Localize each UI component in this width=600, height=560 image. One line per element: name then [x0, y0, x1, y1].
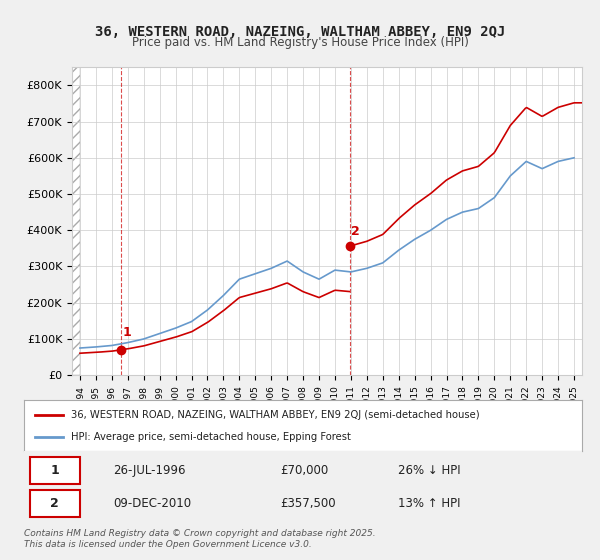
- FancyBboxPatch shape: [29, 458, 80, 484]
- Text: 26-JUL-1996: 26-JUL-1996: [113, 464, 186, 477]
- Text: 09-DEC-2010: 09-DEC-2010: [113, 497, 191, 510]
- Text: 36, WESTERN ROAD, NAZEING, WALTHAM ABBEY, EN9 2QJ (semi-detached house): 36, WESTERN ROAD, NAZEING, WALTHAM ABBEY…: [71, 409, 480, 419]
- Text: £70,000: £70,000: [281, 464, 329, 477]
- Text: 26% ↓ HPI: 26% ↓ HPI: [398, 464, 460, 477]
- FancyBboxPatch shape: [29, 490, 80, 517]
- Text: 36, WESTERN ROAD, NAZEING, WALTHAM ABBEY, EN9 2QJ: 36, WESTERN ROAD, NAZEING, WALTHAM ABBEY…: [95, 25, 505, 39]
- Text: 2: 2: [50, 497, 59, 510]
- Text: Contains HM Land Registry data © Crown copyright and database right 2025.
This d: Contains HM Land Registry data © Crown c…: [24, 529, 376, 549]
- Text: 2: 2: [352, 226, 360, 239]
- Text: 13% ↑ HPI: 13% ↑ HPI: [398, 497, 460, 510]
- Text: £357,500: £357,500: [281, 497, 337, 510]
- Text: HPI: Average price, semi-detached house, Epping Forest: HPI: Average price, semi-detached house,…: [71, 432, 352, 442]
- Text: Price paid vs. HM Land Registry's House Price Index (HPI): Price paid vs. HM Land Registry's House …: [131, 36, 469, 49]
- Text: 1: 1: [122, 326, 131, 339]
- Text: 1: 1: [50, 464, 59, 477]
